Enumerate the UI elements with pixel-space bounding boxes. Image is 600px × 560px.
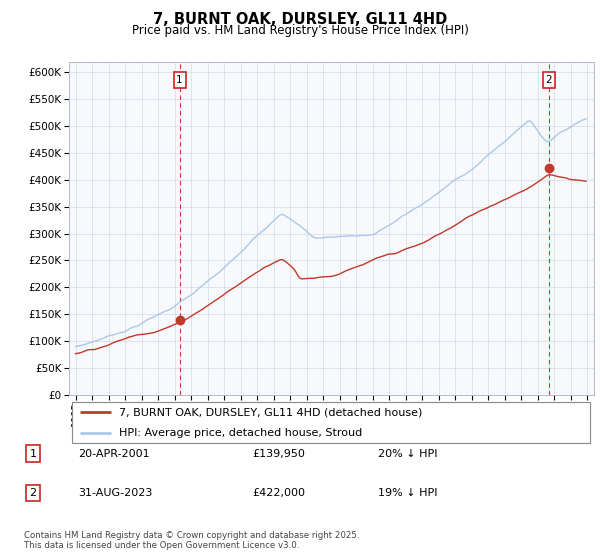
Text: £139,950: £139,950: [252, 449, 305, 459]
Text: Contains HM Land Registry data © Crown copyright and database right 2025.
This d: Contains HM Land Registry data © Crown c…: [24, 531, 359, 550]
Text: Price paid vs. HM Land Registry's House Price Index (HPI): Price paid vs. HM Land Registry's House …: [131, 24, 469, 37]
Text: £422,000: £422,000: [252, 488, 305, 498]
Text: 1: 1: [29, 449, 37, 459]
Text: 2: 2: [29, 488, 37, 498]
Text: 31-AUG-2023: 31-AUG-2023: [78, 488, 152, 498]
FancyBboxPatch shape: [71, 402, 590, 443]
Text: 1: 1: [176, 75, 183, 85]
Text: 19% ↓ HPI: 19% ↓ HPI: [378, 488, 437, 498]
Text: 20-APR-2001: 20-APR-2001: [78, 449, 149, 459]
Text: 7, BURNT OAK, DURSLEY, GL11 4HD: 7, BURNT OAK, DURSLEY, GL11 4HD: [153, 12, 447, 27]
Text: 7, BURNT OAK, DURSLEY, GL11 4HD (detached house): 7, BURNT OAK, DURSLEY, GL11 4HD (detache…: [119, 407, 422, 417]
Text: 2: 2: [545, 75, 552, 85]
Text: HPI: Average price, detached house, Stroud: HPI: Average price, detached house, Stro…: [119, 428, 362, 438]
Text: 20% ↓ HPI: 20% ↓ HPI: [378, 449, 437, 459]
